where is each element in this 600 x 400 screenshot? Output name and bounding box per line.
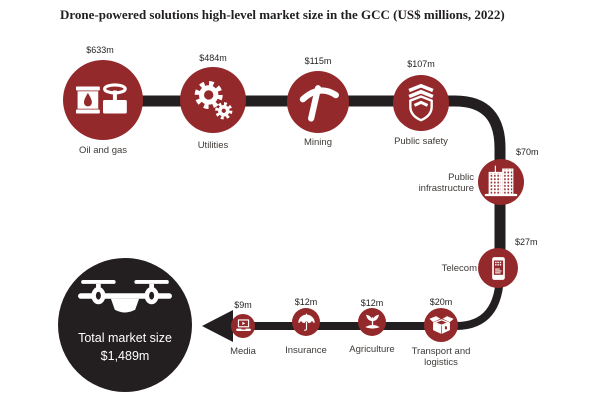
label-telecom: Telecom: [441, 263, 477, 274]
node-public-infrastructure: [478, 159, 524, 205]
total-label: Total market size: [78, 331, 172, 345]
label-agriculture: Agriculture: [349, 344, 395, 355]
node-telecom: [478, 248, 518, 288]
label-utilities: Utilities: [197, 140, 229, 151]
flow-segment-top-right: [103, 95, 506, 282]
value-oil-and-gas: $633m: [86, 45, 114, 55]
node-public-safety: [393, 75, 449, 131]
value-public-safety: $107m: [407, 59, 435, 69]
node-oil-and-gas: [63, 60, 143, 140]
value-media: $9m: [234, 300, 252, 310]
node-agriculture: [358, 308, 386, 336]
page-title: Drone-powered solutions high-level marke…: [60, 7, 505, 22]
value-mining: $115m: [304, 56, 332, 66]
sprout-icon: [364, 314, 380, 329]
value-insurance: $12m: [294, 297, 318, 307]
label-oil-and-gas: Oil and gas: [78, 145, 128, 156]
label-media: Media: [230, 346, 256, 357]
label-public-safety: Public safety: [394, 136, 448, 147]
value-telecom: $27m: [515, 237, 538, 247]
media-player-icon: [235, 318, 251, 331]
arrow-head-icon: [202, 310, 233, 342]
node-utilities: [180, 67, 246, 133]
umbrella-icon: [297, 313, 315, 331]
oil-barrel-valve-icon: [76, 83, 127, 114]
node-insurance: [292, 308, 320, 336]
value-utilities: $484m: [199, 53, 227, 63]
pickaxe-icon: [299, 85, 339, 122]
node-total-market-size: Total market size $1,489m: [58, 258, 192, 392]
buildings-icon: [484, 165, 518, 197]
label-insurance: Insurance: [285, 345, 327, 356]
smartphone-icon: [491, 256, 505, 280]
gears-icon: [194, 80, 233, 120]
total-value: $1,489m: [100, 349, 150, 364]
node-mining: [287, 71, 349, 133]
label-transport-and-logistics: Transport and logistics: [411, 346, 471, 369]
node-media: [231, 314, 255, 338]
open-box-icon: [427, 314, 455, 334]
label-mining: Mining: [304, 137, 332, 148]
label-public-infrastructure: Public infrastructure: [418, 172, 474, 195]
value-public-infrastructure: $70m: [516, 147, 539, 157]
value-transport: $20m: [429, 297, 453, 307]
shield-chevrons-icon: [408, 84, 434, 122]
value-agriculture: $12m: [360, 298, 384, 308]
drone-icon: [78, 280, 172, 321]
node-transport-and-logistics: [424, 308, 458, 342]
